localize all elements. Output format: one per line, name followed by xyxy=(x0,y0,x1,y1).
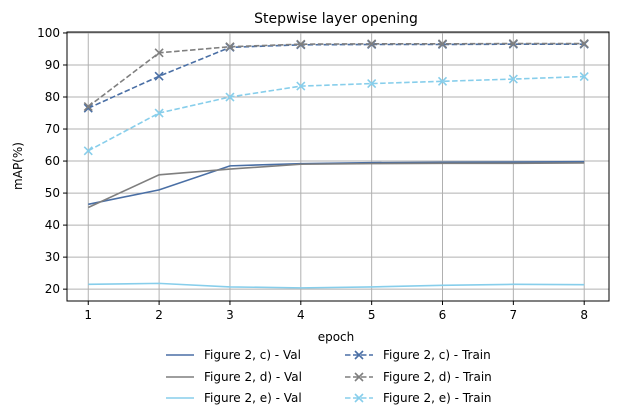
x-tick-label: 6 xyxy=(439,308,447,322)
x-axis-label: epoch xyxy=(318,330,355,344)
grid xyxy=(67,32,609,301)
data-point xyxy=(579,71,589,82)
y-tick-label: 50 xyxy=(45,186,60,200)
x-tick-label: 5 xyxy=(368,308,376,322)
legend-label: Figure 2, e) - Val xyxy=(204,391,302,405)
legend: Figure 2, c) - Val Figure 2, d) - Val Figu… xyxy=(166,348,492,405)
x-tick-label: 3 xyxy=(226,308,234,322)
data-point xyxy=(437,76,448,86)
y-tick-label: 100 xyxy=(37,26,60,40)
series-1 xyxy=(88,160,585,206)
plot-frame xyxy=(66,31,610,302)
legend-label: Figure 2, e) - Train xyxy=(383,391,492,405)
legend-marker xyxy=(354,393,364,403)
y-tick-label: 60 xyxy=(45,154,60,168)
data-point xyxy=(579,38,589,49)
x-tick-label: 1 xyxy=(84,308,92,322)
series-5 xyxy=(83,38,589,112)
x-tick-label: 7 xyxy=(510,308,518,322)
series-line xyxy=(87,162,585,209)
x-axis-ticks: 1 2 3 4 5 6 7 8 xyxy=(84,301,588,322)
data-point xyxy=(508,74,518,84)
series-line xyxy=(88,160,585,206)
y-tick-label: 30 xyxy=(45,250,60,264)
y-axis-ticks: 20 30 40 50 60 70 80 90 100 xyxy=(37,26,67,296)
y-tick-label: 20 xyxy=(45,282,60,296)
data-point xyxy=(296,81,306,91)
legend-item: Figure 2, d) - Train xyxy=(345,370,492,384)
data-point xyxy=(154,48,164,58)
legend-item: Figure 2, c) - Val xyxy=(166,348,301,362)
legend-marker xyxy=(354,372,364,382)
y-tick-label: 90 xyxy=(45,58,60,72)
x-tick-label: 2 xyxy=(155,308,163,322)
series-6 xyxy=(83,71,589,156)
series-line xyxy=(87,75,585,152)
data-point xyxy=(225,92,235,102)
data-point xyxy=(83,102,93,112)
series-line xyxy=(87,42,585,108)
y-tick-label: 40 xyxy=(45,218,60,232)
data-point xyxy=(225,42,235,52)
data-point xyxy=(154,71,164,81)
legend-item: Figure 2, e) - Train xyxy=(345,391,492,405)
legend-item: Figure 2, e) - Val xyxy=(166,391,302,405)
legend-item: Figure 2, d) - Val xyxy=(166,370,302,384)
data-point xyxy=(367,39,377,49)
x-tick-label: 8 xyxy=(580,308,588,322)
legend-label: Figure 2, c) - Train xyxy=(383,348,491,362)
series-line xyxy=(88,282,585,289)
x-tick-label: 4 xyxy=(297,308,305,322)
y-tick-label: 80 xyxy=(45,90,60,104)
data-point xyxy=(367,78,377,89)
legend-label: Figure 2, c) - Val xyxy=(204,348,301,362)
legend-label: Figure 2, d) - Train xyxy=(383,370,492,384)
chart-title: Stepwise layer opening xyxy=(254,11,418,27)
legend-marker xyxy=(354,350,364,360)
series-2 xyxy=(87,162,585,209)
data-point xyxy=(296,39,306,49)
y-axis-label: mAP(%) xyxy=(11,142,25,190)
data-point xyxy=(508,38,518,49)
data-point xyxy=(437,39,448,49)
y-tick-label: 70 xyxy=(45,122,60,136)
series-3 xyxy=(88,282,585,289)
legend-label: Figure 2, d) - Val xyxy=(204,370,302,384)
data-point xyxy=(154,108,164,118)
data-point xyxy=(83,146,93,156)
legend-item: Figure 2, c) - Train xyxy=(345,348,491,362)
series-lines xyxy=(83,38,589,289)
